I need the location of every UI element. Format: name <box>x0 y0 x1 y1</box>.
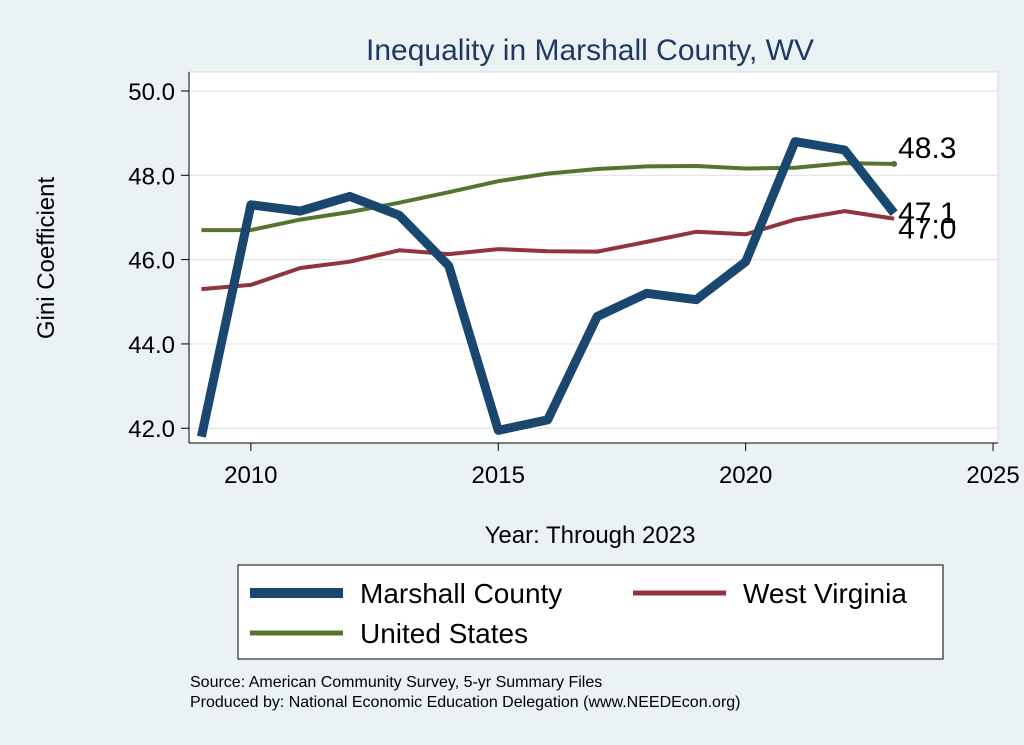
axes: 42.0 44.0 46.0 48.0 50.0 2010 2015 2020 2025 <box>128 72 1020 489</box>
source-note: Source: American Community Survey, 5-yr … <box>190 674 602 691</box>
end-label-west-virginia: 47.0 <box>898 213 956 246</box>
legend: Marshall County West Virginia United Sta… <box>237 564 944 660</box>
end-label-united-states: 48.3 <box>898 132 956 165</box>
end-marker-united-states <box>891 160 898 167</box>
series-lines <box>196 137 898 438</box>
x-tick-label: 2025 <box>966 462 1019 489</box>
legend-label-marshall-county: Marshall County <box>360 578 562 609</box>
legend-label-united-states: United States <box>360 618 528 649</box>
series-line-marshall-county <box>196 137 898 438</box>
end-label-marshall-county: 47.1 <box>898 197 956 230</box>
produced-by-note: Produced by: National Economic Education… <box>190 694 741 711</box>
plot-area <box>188 71 999 444</box>
y-tick-label: 44.0 <box>128 332 175 359</box>
legend-box <box>237 564 944 660</box>
y-tick-label: 50.0 <box>128 79 175 106</box>
legend-label-west-virginia: West Virginia <box>743 578 907 609</box>
series-line-west-virginia <box>201 209 895 292</box>
chart-title: Inequality in Marshall County, WV <box>366 34 814 67</box>
x-tick-label: 2010 <box>224 462 277 489</box>
x-tick-label: 2015 <box>472 462 525 489</box>
x-tick-label: 2020 <box>719 462 772 489</box>
y-axis-title: Gini Coefficient <box>33 177 60 340</box>
y-tick-label: 42.0 <box>128 416 175 443</box>
series-line-united-states <box>201 161 895 233</box>
end-labels: 47.147.0 48.3 <box>898 132 956 246</box>
y-tick-label: 46.0 <box>128 248 175 275</box>
y-tick-label: 48.0 <box>128 163 175 190</box>
x-axis-title: Year: Through 2023 <box>485 522 696 549</box>
